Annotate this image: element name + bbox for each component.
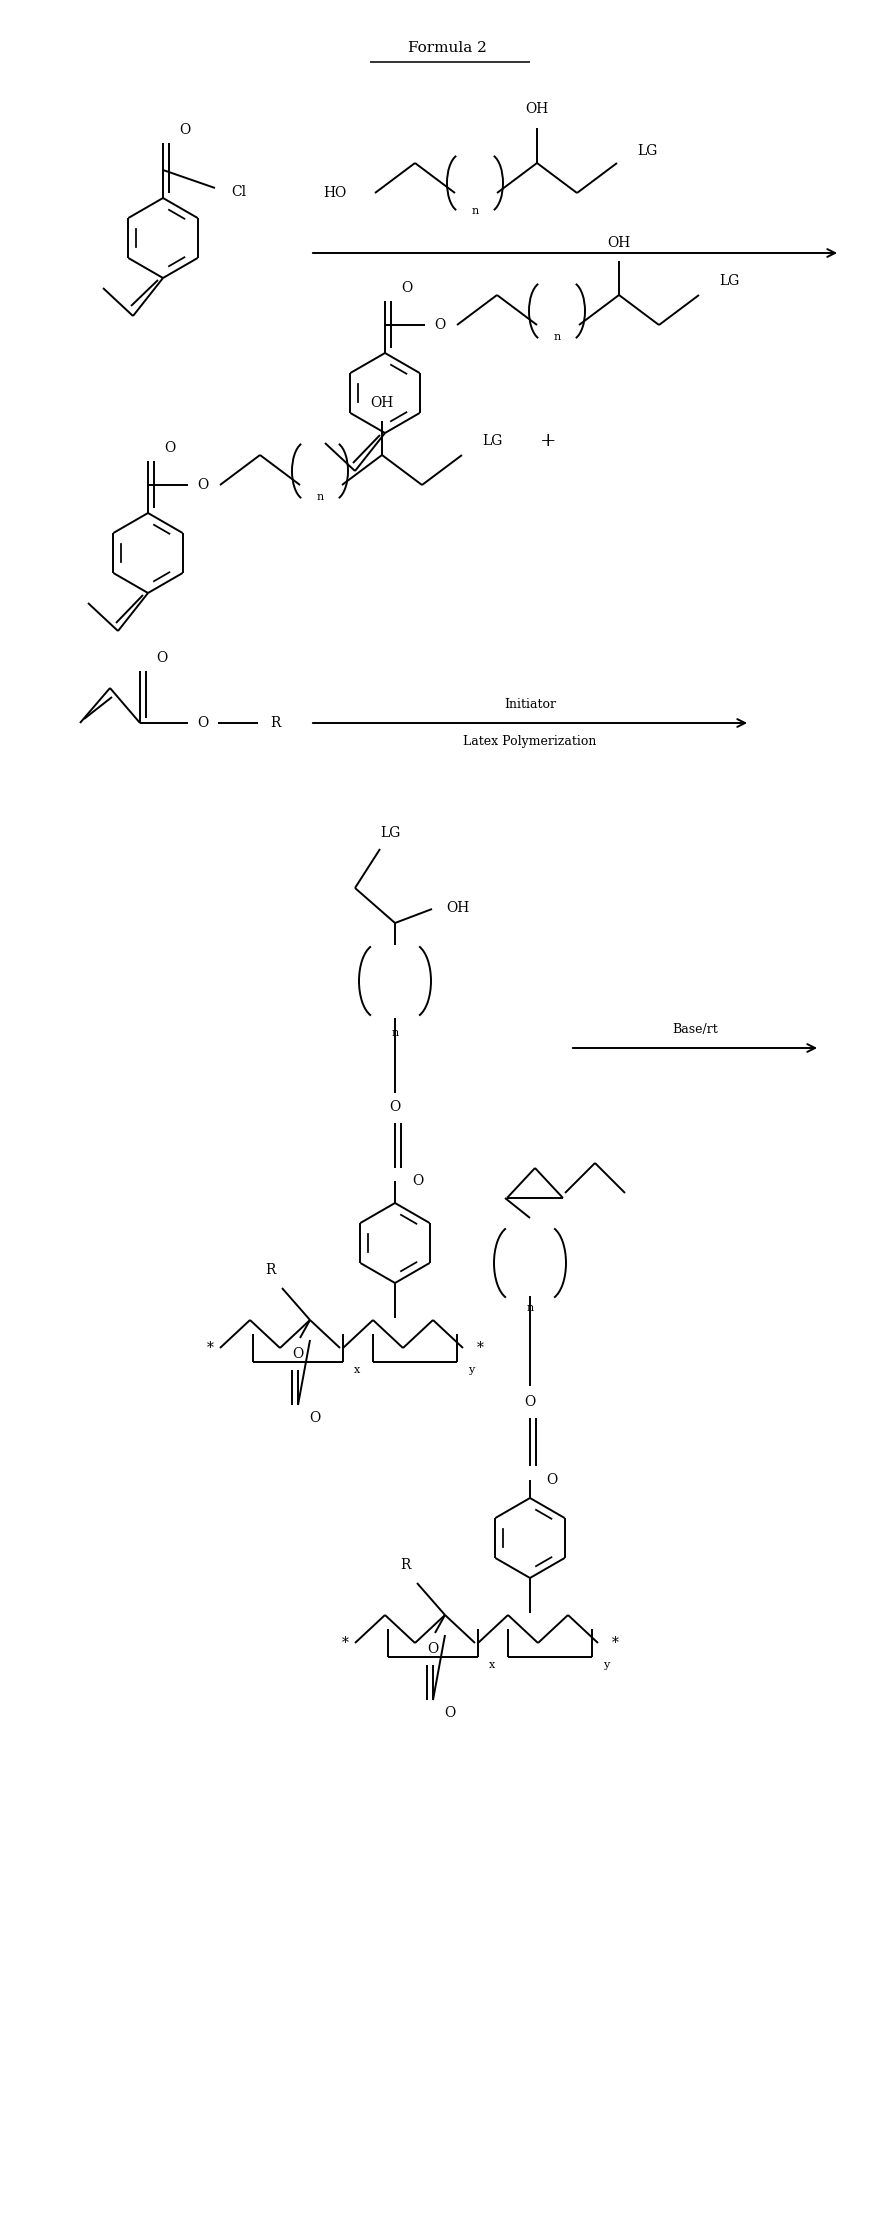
Text: y: y <box>603 1660 609 1671</box>
Text: x: x <box>488 1660 494 1671</box>
Text: O: O <box>401 281 412 294</box>
Text: O: O <box>444 1706 455 1720</box>
Text: Latex Polymerization: Latex Polymerization <box>463 735 596 748</box>
Text: n: n <box>471 206 478 217</box>
Text: O: O <box>164 440 175 456</box>
Text: O: O <box>434 319 445 332</box>
Text: R: R <box>265 1264 274 1277</box>
Text: +: + <box>539 432 556 449</box>
Text: n: n <box>391 1029 398 1038</box>
Text: O: O <box>389 1100 401 1113</box>
Text: *: * <box>611 1635 618 1651</box>
Text: n: n <box>316 491 324 502</box>
Text: OH: OH <box>525 102 548 115</box>
Text: Base/rt: Base/rt <box>671 1022 717 1036</box>
Text: *: * <box>342 1635 348 1651</box>
Text: Formula 2: Formula 2 <box>407 42 486 55</box>
Text: O: O <box>309 1412 320 1425</box>
Text: O: O <box>427 1642 438 1655</box>
Text: LG: LG <box>379 825 400 841</box>
Text: n: n <box>552 332 560 343</box>
Text: *: * <box>476 1341 483 1354</box>
Text: y: y <box>468 1365 474 1374</box>
Text: Initiator: Initiator <box>503 699 555 713</box>
Text: R: R <box>400 1558 409 1571</box>
Text: O: O <box>545 1474 557 1487</box>
Text: O: O <box>412 1175 423 1188</box>
Text: O: O <box>198 717 208 730</box>
Text: O: O <box>292 1348 303 1361</box>
Text: LG: LG <box>481 434 502 447</box>
Text: HO: HO <box>324 186 347 199</box>
Text: Cl: Cl <box>231 186 246 199</box>
Text: O: O <box>198 478 208 491</box>
Text: *: * <box>207 1341 213 1354</box>
Text: OH: OH <box>607 237 630 250</box>
Text: LG: LG <box>718 274 738 288</box>
Text: LG: LG <box>637 144 656 157</box>
Text: OH: OH <box>446 901 469 914</box>
Text: R: R <box>269 717 280 730</box>
Text: n: n <box>526 1303 533 1312</box>
Text: O: O <box>156 651 167 664</box>
Text: x: x <box>353 1365 359 1374</box>
Text: O: O <box>179 124 190 137</box>
Text: O: O <box>524 1394 535 1410</box>
Text: OH: OH <box>370 396 393 409</box>
